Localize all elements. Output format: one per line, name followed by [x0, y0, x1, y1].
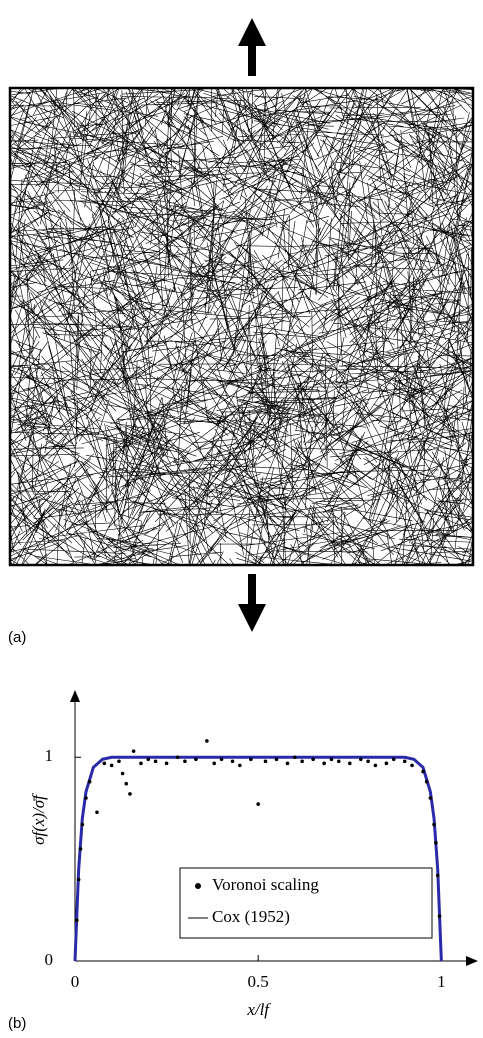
data-point	[95, 810, 99, 815]
data-point	[300, 759, 304, 764]
data-point	[230, 759, 235, 764]
legend-label: Cox (1952)	[212, 907, 290, 926]
cox-curve	[73, 755, 443, 962]
data-point	[249, 757, 253, 762]
sample-border	[8, 86, 475, 567]
load-arrow-top	[238, 18, 266, 76]
data-point	[336, 759, 341, 764]
data-point	[78, 847, 83, 851]
data-point	[435, 873, 440, 878]
data-point	[84, 796, 88, 800]
data-point	[373, 763, 378, 768]
data-point	[120, 771, 125, 776]
panel-label: (a)	[8, 629, 26, 646]
x-axis-label: x/lf	[246, 1000, 271, 1019]
legend-box	[179, 867, 433, 939]
data-point	[311, 757, 315, 762]
x-tick-label: 0.5	[248, 972, 269, 991]
fiber-network	[10, 88, 473, 565]
data-point	[102, 761, 107, 766]
data-point	[109, 763, 114, 768]
data-point	[219, 757, 224, 762]
data-point	[117, 759, 121, 764]
data-point	[75, 918, 79, 923]
x-axis-arrow	[466, 956, 478, 966]
y-tick-label: 1	[45, 746, 54, 765]
y-axis-arrow	[70, 690, 80, 702]
data-point	[153, 759, 158, 764]
data-point	[183, 759, 187, 764]
data-point	[410, 763, 414, 768]
data-point	[205, 739, 209, 743]
data-point	[164, 761, 169, 766]
data-point	[139, 761, 143, 766]
data-point	[293, 755, 297, 760]
data-point	[194, 757, 198, 762]
data-point	[285, 761, 290, 766]
data-point	[322, 761, 326, 766]
y-axis-label: σf(x)/σ̄f	[29, 793, 48, 845]
data-point	[421, 769, 425, 774]
y-tick-label: 0	[45, 950, 54, 969]
data-point	[87, 779, 92, 784]
data-point	[212, 761, 217, 766]
data-point	[437, 914, 442, 918]
data-point	[238, 763, 242, 768]
data-point	[256, 802, 260, 806]
data-point	[263, 759, 268, 764]
data-point	[274, 757, 279, 762]
load-arrow-bottom	[238, 574, 266, 632]
data-point	[432, 822, 436, 827]
data-point	[131, 749, 136, 753]
panel-label: (b)	[8, 1015, 26, 1032]
data-point	[80, 822, 85, 827]
data-point	[434, 841, 438, 845]
data-point	[124, 781, 129, 786]
data-point	[384, 761, 389, 766]
data-point	[347, 761, 352, 766]
data-point	[391, 757, 396, 762]
data-point	[428, 796, 433, 800]
data-point	[76, 877, 81, 882]
legend-label: Voronoi scaling	[212, 875, 319, 894]
data-point	[424, 779, 429, 784]
data-point	[146, 757, 151, 762]
data-point	[128, 792, 132, 796]
x-tick-label: 0	[71, 972, 80, 991]
data-point	[366, 759, 370, 764]
data-point	[358, 757, 363, 762]
data-point	[402, 759, 407, 764]
legend-marker	[195, 883, 201, 889]
x-tick-label: 1	[437, 972, 446, 991]
data-point	[329, 757, 334, 762]
data-point	[175, 755, 180, 760]
